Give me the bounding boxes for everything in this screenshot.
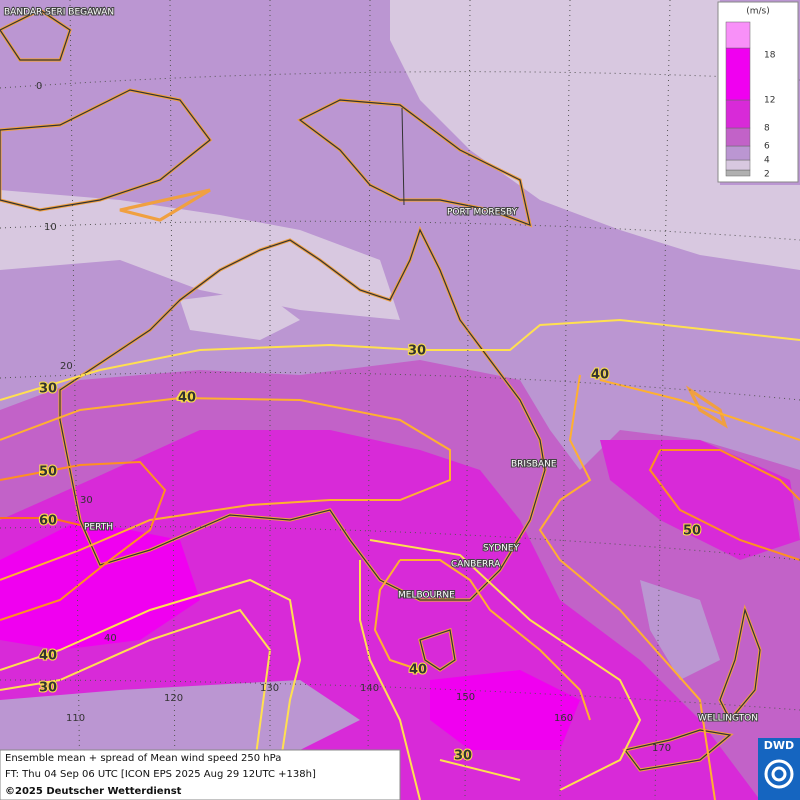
logo: DWD bbox=[758, 738, 800, 800]
city-label: CANBERRA bbox=[451, 560, 501, 570]
lon-label: 110 bbox=[66, 713, 85, 724]
lat-label: 40 bbox=[104, 633, 117, 644]
lon-label: 130 bbox=[260, 683, 279, 694]
footer-line: ©2025 Deutscher Wetterdienst bbox=[5, 786, 182, 797]
legend-title: (m/s) bbox=[746, 7, 770, 17]
contour-label: 30 bbox=[454, 749, 472, 764]
legend: (m/s) 2 4 6 8 12 18 bbox=[717, 1, 799, 183]
city-label: SYDNEY bbox=[483, 544, 520, 554]
legend-label: 2 bbox=[764, 170, 770, 180]
legend-swatch bbox=[725, 127, 751, 147]
lon-label: 150 bbox=[456, 692, 475, 703]
isotachs bbox=[0, 107, 800, 800]
lat-labels: 0 10 20 30 40 bbox=[36, 81, 117, 644]
lon-label: 160 bbox=[554, 713, 573, 724]
contour-label: 50 bbox=[39, 465, 57, 480]
cities: BANDAR SERI BEGAWAN PORT MORESBY BRISBAN… bbox=[3, 7, 759, 725]
lat-label: 20 bbox=[60, 361, 73, 372]
contour-label: 40 bbox=[177, 391, 195, 406]
contour-label: 40 bbox=[178, 391, 196, 406]
legend-swatch bbox=[725, 99, 751, 129]
contour-label: 50 bbox=[683, 524, 701, 539]
legend-label: 8 bbox=[764, 124, 770, 134]
legend-label: 4 bbox=[764, 156, 770, 166]
city-label: BANDAR SERI BEGAWAN bbox=[4, 8, 114, 18]
footer-line: Ensemble mean + spread of Mean wind spee… bbox=[5, 753, 281, 764]
legend-swatch bbox=[725, 159, 751, 171]
contour-label: 40 bbox=[39, 649, 57, 664]
legend-swatch bbox=[725, 47, 751, 101]
lon-label: 120 bbox=[164, 693, 183, 704]
legend-swatch bbox=[725, 21, 751, 49]
footer-line: FT: Thu 04 Sep 06 UTC [ICON EPS 2025 Aug… bbox=[5, 769, 316, 780]
city-label: BRISBANE bbox=[511, 460, 557, 470]
lon-label: 140 bbox=[360, 683, 379, 694]
contour-label: 40 bbox=[591, 368, 609, 383]
contour-label: 30 bbox=[408, 344, 426, 359]
lon-label: 170 bbox=[652, 743, 671, 754]
legend-label: 18 bbox=[764, 51, 776, 61]
legend-label: 6 bbox=[764, 142, 770, 152]
contour-label: 30 bbox=[39, 382, 57, 397]
city-label: PORT MORESBY bbox=[447, 208, 518, 218]
logo-text: DWD bbox=[764, 739, 794, 752]
contour-label: 60 bbox=[39, 514, 57, 529]
city-label: MELBOURNE bbox=[398, 591, 455, 601]
city-label: WELLINGTON bbox=[698, 714, 758, 724]
legend-label: 12 bbox=[764, 96, 775, 106]
lat-label: 10 bbox=[44, 222, 57, 233]
lat-label: 30 bbox=[80, 495, 93, 506]
footer: Ensemble mean + spread of Mean wind spee… bbox=[0, 749, 401, 800]
lon-labels: 110 120 130 140 150 160 170 bbox=[66, 683, 671, 754]
contour-labels: 3030304040404050506040303040 bbox=[38, 343, 702, 765]
lat-label: 0 bbox=[36, 81, 42, 92]
coastlines bbox=[0, 8, 762, 772]
legend-swatch bbox=[725, 145, 751, 161]
contour-label: 40 bbox=[409, 663, 427, 678]
legend-swatch bbox=[725, 169, 751, 177]
contour-label: 30 bbox=[39, 681, 57, 696]
city-label: PERTH bbox=[84, 523, 113, 533]
